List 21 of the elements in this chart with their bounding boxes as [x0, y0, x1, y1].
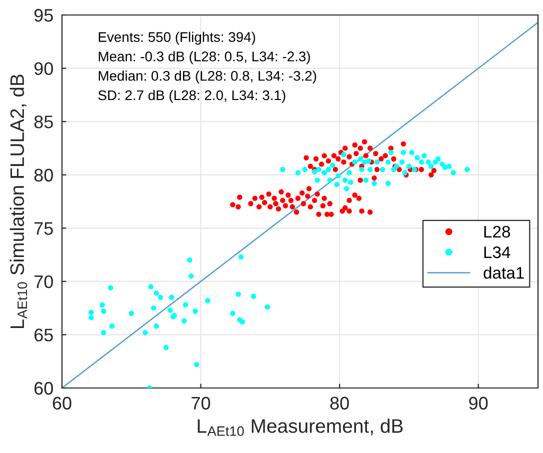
y-tick-label: 80 [34, 168, 53, 182]
y-tick-label: 85 [34, 116, 53, 128]
x-tick-label: 80 [330, 396, 349, 410]
legend-label: L28 [484, 226, 510, 238]
y-axis-title: L$_{AEt10}$ Simulation FLULA2, dB [10, 74, 28, 328]
y-tick-label: 70 [34, 275, 53, 288]
annotation: SD: 2.7 dB (L28: 2.0, L34: 3.1) [98, 90, 286, 103]
x-axis-title: L$_{AEt10}$ Measurement, dB [198, 418, 403, 436]
y-tick-label: 60 [34, 382, 53, 395]
annotation: Median: 0.3 dB (L28: 0.8, L34: -3.2) [98, 70, 316, 84]
x-tick-label: 70 [192, 396, 210, 410]
x-tick-label: 90 [469, 396, 488, 410]
y-tick-label: 75 [34, 222, 53, 235]
y-tick-label: 65 [34, 328, 53, 342]
annotation: Events: 550 (Flights: 394) [98, 32, 256, 45]
legend-label: data1 [484, 266, 524, 279]
x-tick-label: 60 [52, 396, 72, 410]
y-tick-label: 90 [34, 62, 53, 76]
y-tick-label: 95 [34, 8, 53, 22]
annotation: Mean: -0.3 dB (L28: 0.5, L34: -2.3) [98, 51, 310, 64]
legend-label: L34 [484, 246, 510, 258]
